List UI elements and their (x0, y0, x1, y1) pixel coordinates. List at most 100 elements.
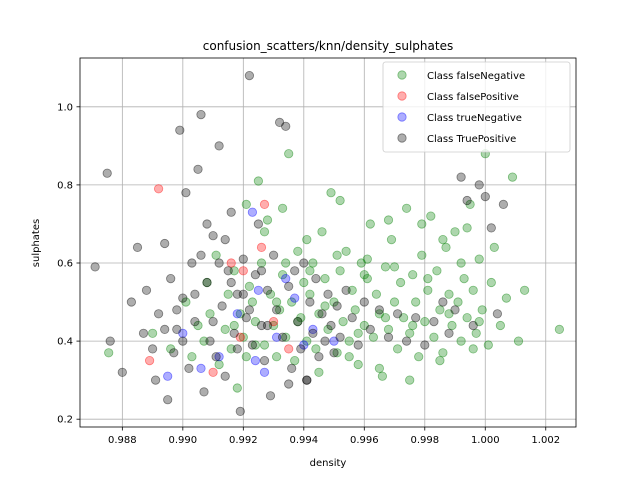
y-tick-label: 0.2 (57, 415, 73, 426)
data-point (160, 238, 170, 249)
data-point (190, 289, 200, 299)
data-point (486, 223, 496, 233)
legend: Class falseNegative Class falsePositive Cl… (382, 61, 571, 153)
data-point (305, 297, 315, 307)
data-point (184, 363, 194, 373)
data-point (395, 277, 406, 288)
x-tick-label: 1.000 (471, 435, 500, 446)
data-point (486, 277, 496, 288)
data-point (193, 320, 203, 331)
data-point (256, 242, 267, 252)
data-point (281, 121, 291, 131)
data-point (214, 258, 224, 268)
data-point (308, 324, 318, 334)
data-point (259, 340, 270, 350)
data-point (350, 305, 360, 315)
data-point (468, 320, 478, 331)
data-point (196, 110, 206, 120)
data-point (371, 289, 381, 299)
data-point (314, 367, 324, 377)
data-point (438, 235, 448, 245)
data-point (244, 305, 254, 315)
data-point (444, 328, 454, 338)
data-point (335, 195, 345, 206)
data-point (435, 305, 445, 315)
data-point (441, 242, 451, 252)
data-point (365, 324, 375, 334)
data-point (232, 344, 242, 354)
legend-marker (397, 112, 407, 122)
data-point (465, 199, 475, 209)
data-point (380, 262, 391, 272)
data-point (347, 285, 357, 295)
data-point (513, 336, 524, 346)
data-point (253, 176, 263, 186)
data-point (554, 324, 565, 334)
data-point (247, 297, 257, 307)
data-point (386, 235, 397, 245)
data-point (259, 199, 270, 209)
data-point (220, 235, 230, 245)
data-point (359, 297, 369, 307)
legend-marker (397, 70, 407, 80)
data-point (202, 277, 212, 288)
data-point (277, 270, 288, 280)
data-point (226, 277, 236, 288)
data-point (154, 309, 164, 319)
data-point (341, 246, 351, 256)
data-point (338, 316, 348, 327)
data-point (154, 184, 164, 194)
data-point (235, 406, 245, 416)
legend-label: Class falsePositive (427, 92, 519, 103)
data-point (265, 289, 276, 299)
data-point (429, 332, 439, 342)
data-point (211, 352, 221, 362)
data-point (356, 258, 366, 268)
data-point (320, 336, 330, 346)
series-1 (145, 184, 294, 377)
data-point (281, 273, 291, 284)
data-point (148, 328, 158, 338)
data-points (90, 71, 565, 416)
data-point (271, 332, 282, 342)
legend-marker (397, 133, 407, 143)
data-point (332, 301, 342, 311)
data-point (241, 352, 251, 362)
data-point (265, 391, 276, 401)
data-point (271, 352, 282, 362)
data-point (172, 305, 182, 315)
data-point (414, 352, 424, 362)
y-tick-label: 0.4 (57, 337, 73, 348)
data-point (259, 227, 270, 237)
data-point (347, 313, 357, 323)
data-point (208, 316, 218, 327)
data-point (220, 324, 230, 334)
data-point (411, 297, 421, 307)
data-point (320, 273, 330, 284)
data-point (392, 344, 403, 354)
data-point (238, 332, 248, 342)
x-tick-label: 1.002 (531, 435, 560, 446)
x-tick-label: 0.996 (350, 435, 379, 446)
x-tick-label: 0.992 (229, 435, 258, 446)
data-point (256, 320, 267, 331)
data-point (281, 332, 291, 342)
data-point (423, 273, 433, 284)
data-point (253, 285, 263, 295)
data-point (432, 266, 442, 276)
data-point (202, 277, 212, 288)
data-point (293, 316, 303, 327)
legend-label: Class TruePositive (427, 134, 516, 145)
data-point (223, 289, 233, 299)
data-point (178, 328, 188, 338)
data-point (241, 313, 251, 323)
x-axis-label: density (310, 458, 347, 469)
data-point (462, 223, 472, 233)
data-point (344, 336, 354, 346)
data-point (214, 141, 224, 151)
data-point (253, 219, 263, 229)
data-point (102, 168, 112, 178)
data-point (314, 309, 324, 319)
data-point (199, 336, 209, 346)
